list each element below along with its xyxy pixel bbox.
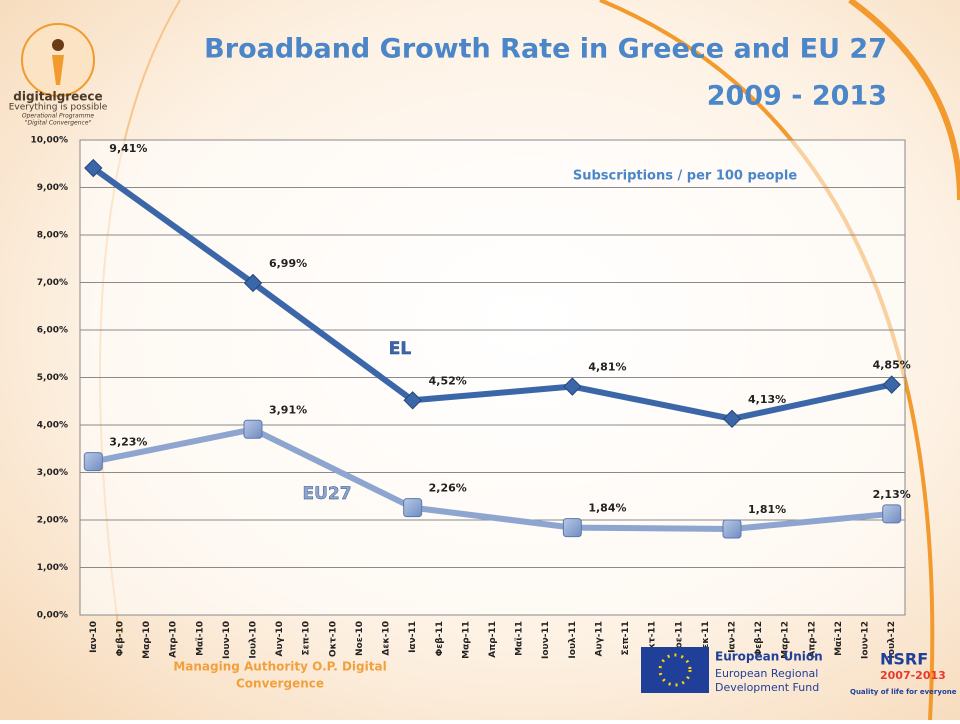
x-tick-label: Ιουν-10 [222,621,232,659]
x-tick-label: Μαϊ-11 [515,621,525,656]
logo-mark [52,55,64,85]
data-label: 3,91% [269,403,307,416]
x-tick-label: Ιουλ-11 [568,621,578,659]
data-label: 9,41% [109,142,147,155]
footer-text: Managing Authority O.P. Digital [173,660,386,674]
data-label: 4,81% [588,361,626,374]
x-tick-label: Οκτ-11 [648,621,658,657]
series-line [92,426,892,533]
x-tick-label: Μαρ-10 [142,621,152,659]
x-tick-label: Απρ-10 [169,621,179,658]
chart-title: Broadband Growth Rate in Greece and EU 2… [204,34,887,65]
data-label: 2,26% [429,482,467,495]
x-tick-label: Μαϊ-12 [834,621,844,656]
data-label: 4,13% [748,393,786,406]
x-tick-label: Δεκ-10 [382,621,392,656]
marker [882,504,902,524]
y-tick-label: 7,00% [37,278,68,288]
data-label: 4,85% [873,359,911,372]
chart: 0,00% 1,00% 2,00% 3,00% 4,00% 5,00% 6,00% 7,00%… [31,136,911,660]
x-tick-label: Σεπ-11 [621,621,631,656]
marker [403,498,423,518]
footer-fund: European Regional [715,667,818,680]
y-tick-label: 9,00% [37,183,68,193]
logo-text: Operational Programme [22,113,95,120]
data-label: 2,13% [873,488,911,501]
chart-subtitle: 2009 - 2013 [707,81,887,112]
series-line [91,165,893,422]
data-label: 1,81% [748,503,786,516]
data-label: 1,84% [588,502,626,515]
x-tick-label: Νοε-10 [355,621,365,656]
x-tick-label: Ιαν-11 [408,621,418,653]
x-tick-label: Φεβ-11 [435,621,445,656]
x-tick-label: Απρ-11 [488,621,498,658]
y-tick-label: 2,00% [37,516,68,526]
x-tick-label: Ιαν-10 [89,621,99,653]
y-tick-label: 0,00% [37,611,68,621]
x-tick-label: Αυγ-10 [275,621,285,656]
logo-tagline: Everything is possible [9,103,108,113]
data-label: 3,23% [109,436,147,449]
footer-fund: Development Fund [715,681,819,694]
x-tick-label: Φεβ-10 [115,621,125,656]
marker [84,158,103,178]
y-tick-label: 8,00% [37,231,68,241]
marker [882,375,901,394]
x-tick-label: Ιουν-12 [861,621,871,659]
series-name: EU27 [302,484,351,504]
x-tick-label: Φεβ-12 [754,621,764,656]
y-tick-label: 10,00% [31,136,69,146]
x-tick-label: Μαρ-12 [781,621,791,659]
marker [403,391,422,410]
nsrf: NSRF [880,650,928,669]
x-tick-label: Ιουν-11 [541,621,551,659]
y-tick-label: 6,00% [37,326,68,336]
marker [243,419,263,439]
marker [243,273,263,293]
marker [722,409,742,429]
x-tick-label: Ιαν-12 [728,621,738,653]
logo-text: "Digital Convergence" [25,120,92,127]
footer-text: Convergence [236,677,324,691]
x-tick-label: Ιουλ-10 [248,621,258,659]
x-tick-label: Απρ-12 [807,621,817,658]
x-tick-label: Δεκ-11 [701,621,711,656]
marker [722,519,742,539]
marker [563,377,582,396]
x-tick-label: Μαρ-11 [461,621,471,659]
x-tick-label: Αυγ-11 [594,621,604,656]
x-tick-label: Σεπ-10 [302,621,312,656]
data-label: 4,52% [429,374,467,387]
series-name: EL [389,339,412,359]
marker [562,518,582,538]
y-tick-label: 3,00% [37,468,68,478]
decor-arc [848,0,960,201]
y-tick-label: 4,00% [37,421,68,431]
y-tick-label: 5,00% [37,373,68,383]
nsrf-years: 2007-2013 [880,669,946,682]
x-tick-label: Μαϊ-10 [195,621,205,656]
x-tick-label: Ιουλ-12 [887,621,897,659]
eu-stars [658,653,692,687]
marker [83,452,103,472]
y-tick-label: 1,00% [37,563,68,573]
nsrf-tagline: Quality of life for everyone [850,688,957,696]
annotation: Subscriptions / per 100 people [573,169,797,184]
x-tick-label: Οκτ-10 [328,621,338,657]
footer-eu: European Union [715,650,823,664]
x-tick-label: Νοε-11 [674,621,684,656]
data-label: 6,99% [269,257,307,270]
logo-mark [52,39,64,51]
logo-name: digitalgreece [13,90,102,104]
